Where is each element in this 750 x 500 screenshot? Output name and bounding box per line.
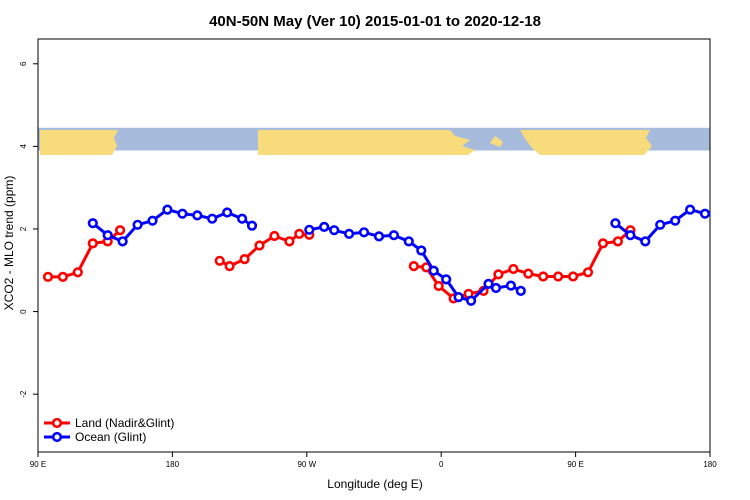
data-point <box>441 274 452 285</box>
legend-label: Land (Nadir&Glint) <box>75 416 174 430</box>
series-layer <box>42 204 711 306</box>
data-point <box>493 269 504 280</box>
y-axis: -2 0 2 4 6 <box>19 61 38 398</box>
data-point <box>655 219 666 230</box>
data-point <box>147 215 158 226</box>
y-tick-label: -2 <box>19 390 28 398</box>
map-band <box>38 127 710 155</box>
map-land-shape <box>258 130 475 155</box>
x-tick-label: 90 E <box>567 460 583 469</box>
data-point <box>508 263 519 275</box>
y-tick-label: 6 <box>19 61 28 66</box>
series-ocean <box>87 204 711 306</box>
legend: Land (Nadir&Glint)Ocean (Glint) <box>44 416 174 444</box>
map-land-shape <box>520 130 652 155</box>
data-point <box>207 213 218 224</box>
legend-marker <box>51 417 63 429</box>
data-point <box>319 221 330 232</box>
x-tick-label: 180 <box>166 460 180 469</box>
data-point <box>358 227 370 238</box>
data-point <box>72 267 83 278</box>
data-point <box>237 213 248 224</box>
data-point <box>87 218 98 229</box>
x-axis: 90 E 180 90 W 0 90 E 180 <box>30 452 717 469</box>
data-point <box>117 236 128 247</box>
data-point <box>269 230 280 242</box>
y-tick-label: 0 <box>19 309 28 314</box>
data-point <box>373 231 385 242</box>
plot-frame <box>37 38 711 453</box>
data-point <box>699 208 711 219</box>
map-land-shape <box>40 130 118 155</box>
map-land-shape <box>490 136 503 147</box>
data-point <box>553 271 564 282</box>
legend-label: Ocean (Glint) <box>75 430 146 444</box>
data-point <box>192 210 203 221</box>
data-point <box>567 271 579 282</box>
data-point <box>515 285 526 297</box>
legend-marker <box>51 431 63 443</box>
data-point <box>490 282 502 294</box>
data-point <box>538 271 549 282</box>
data-point <box>222 207 233 218</box>
data-point <box>102 230 113 241</box>
data-point <box>684 204 696 215</box>
data-point <box>403 236 414 247</box>
data-point <box>162 204 173 215</box>
data-point <box>87 238 98 249</box>
series-line <box>218 232 310 268</box>
data-point <box>466 295 477 306</box>
series-land <box>42 225 636 304</box>
data-point <box>610 218 621 229</box>
data-point <box>640 236 651 247</box>
y-axis-label: XCO2 - MLO trend (ppm) <box>2 176 16 311</box>
data-point <box>582 267 594 278</box>
x-tick-label: 90 W <box>297 460 316 469</box>
data-point <box>254 240 265 251</box>
data-point <box>612 236 624 247</box>
data-point <box>304 224 315 235</box>
data-point <box>428 265 439 276</box>
data-point <box>483 278 494 290</box>
data-point <box>625 230 636 241</box>
data-point <box>246 220 258 231</box>
data-point <box>344 228 355 239</box>
data-point <box>294 228 305 239</box>
data-point <box>597 238 609 249</box>
x-tick-label: 0 <box>439 460 444 469</box>
data-point <box>505 280 517 291</box>
data-point <box>388 230 400 241</box>
map-land <box>40 130 652 155</box>
series-line <box>413 229 632 300</box>
data-point <box>433 280 444 292</box>
data-point <box>57 271 69 283</box>
data-point <box>416 245 427 256</box>
chart-title: 40N-50N May (Ver 10) 2015-01-01 to 2020-… <box>209 13 541 30</box>
data-point <box>177 208 188 219</box>
data-point <box>132 219 143 230</box>
data-point <box>329 225 340 236</box>
x-axis-label: Longitude (deg E) <box>327 477 422 491</box>
data-point <box>284 236 295 247</box>
y-tick-label: 2 <box>19 226 28 231</box>
x-tick-label: 90 E <box>30 460 46 469</box>
data-point <box>114 225 126 236</box>
data-point <box>670 215 681 226</box>
y-tick-label: 4 <box>19 144 28 149</box>
x-tick-label: 180 <box>703 460 717 469</box>
data-point <box>523 268 534 279</box>
data-point <box>42 271 54 283</box>
data-point <box>239 254 250 265</box>
data-point <box>214 255 225 266</box>
data-point <box>408 261 419 272</box>
data-point <box>453 292 464 303</box>
data-point <box>224 261 235 272</box>
